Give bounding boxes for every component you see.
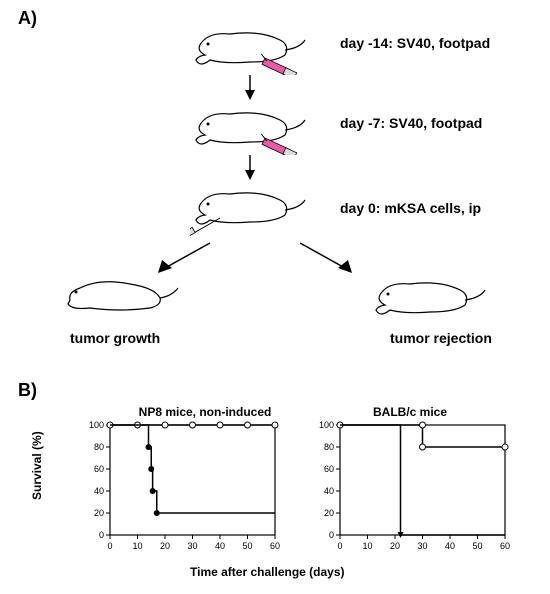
step2-label: day -7: SV40, footpad xyxy=(340,115,482,131)
svg-text:60: 60 xyxy=(94,464,104,474)
svg-text:40: 40 xyxy=(445,541,455,551)
svg-text:80: 80 xyxy=(324,442,334,452)
mouse-step2 xyxy=(190,100,310,155)
svg-text:60: 60 xyxy=(324,464,334,474)
svg-text:80: 80 xyxy=(94,442,104,452)
mouse-step3 xyxy=(190,180,310,240)
svg-text:20: 20 xyxy=(390,541,400,551)
svg-text:100: 100 xyxy=(89,420,104,430)
svg-text:30: 30 xyxy=(187,541,197,551)
svg-text:50: 50 xyxy=(472,541,482,551)
y-axis-label: Survival (%) xyxy=(30,431,44,500)
arrow-right xyxy=(290,238,360,278)
mouse-growth xyxy=(60,270,180,320)
svg-text:10: 10 xyxy=(362,541,372,551)
chart1-title: NP8 mice, non-induced xyxy=(115,405,295,419)
svg-text:0: 0 xyxy=(99,530,104,540)
x-axis-label: Time after challenge (days) xyxy=(190,565,345,579)
survival-chart-1: 0 20 40 60 80 100 0 10 20 30 40 50 60 xyxy=(75,420,285,560)
svg-text:40: 40 xyxy=(215,541,225,551)
step1-label: day -14: SV40, footpad xyxy=(340,35,490,51)
outcome-right-label: tumor rejection xyxy=(390,330,492,346)
svg-text:60: 60 xyxy=(270,541,280,551)
arrow-1 xyxy=(240,75,260,100)
svg-text:20: 20 xyxy=(94,508,104,518)
svg-text:20: 20 xyxy=(324,508,334,518)
panel-a-label: A) xyxy=(18,8,37,29)
arrow-2 xyxy=(240,155,260,180)
svg-text:50: 50 xyxy=(242,541,252,551)
svg-text:0: 0 xyxy=(107,541,112,551)
svg-text:10: 10 xyxy=(132,541,142,551)
mouse-step1 xyxy=(190,20,310,75)
svg-text:100: 100 xyxy=(319,420,334,430)
mouse-rejection xyxy=(370,270,490,320)
survival-chart-2: 0 20 40 60 80 100 0 10 20 30 40 50 60 xyxy=(305,420,515,560)
svg-text:0: 0 xyxy=(329,530,334,540)
svg-text:20: 20 xyxy=(160,541,170,551)
svg-text:30: 30 xyxy=(417,541,427,551)
panel-b-label: B) xyxy=(18,380,37,401)
chart2-title: BALB/c mice xyxy=(330,405,490,419)
svg-text:40: 40 xyxy=(94,486,104,496)
step3-label: day 0: mKSA cells, ip xyxy=(340,200,481,216)
svg-text:60: 60 xyxy=(500,541,510,551)
svg-text:40: 40 xyxy=(324,486,334,496)
svg-text:0: 0 xyxy=(337,541,342,551)
outcome-left-label: tumor growth xyxy=(70,330,160,346)
